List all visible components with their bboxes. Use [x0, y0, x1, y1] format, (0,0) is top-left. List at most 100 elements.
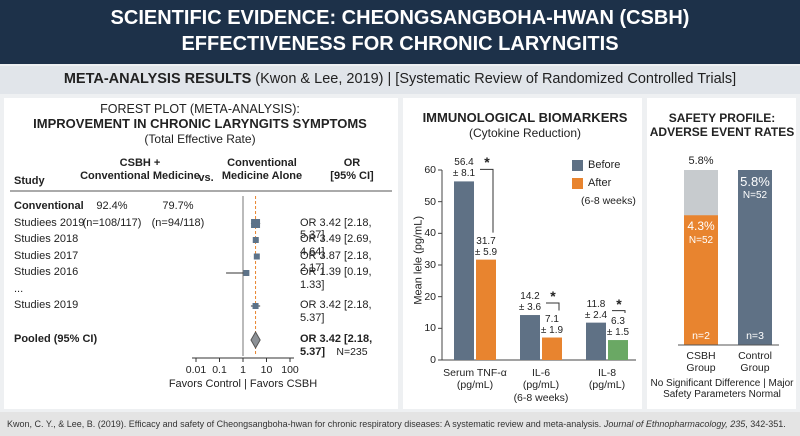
value-label: 11.8 ± 2.4	[584, 298, 608, 321]
study-name: ...	[14, 282, 24, 295]
x-tick-label: 1	[240, 364, 246, 376]
header-band	[0, 0, 800, 64]
column-header: OR [95% CI]	[330, 157, 374, 182]
control-cell: (n=94/118)	[151, 216, 205, 229]
pooled-diamond	[250, 330, 261, 350]
citation-journal: Journal of Ethnopharmacology, 235	[603, 419, 746, 429]
title: EFFECTIVENESS FOR CHRONIC LARYNGITIS	[181, 33, 619, 55]
x-note: (6-8 weeks)	[513, 392, 569, 404]
citation: Kwon, C. Y., & Lee, B. (2019). Efficacy …	[7, 419, 797, 429]
citation-text: Kwon, C. Y., & Lee, B. (2019). Efficacy …	[7, 419, 602, 429]
significance-star: *	[550, 288, 556, 305]
title: SCIENTIFIC EVIDENCE: CHEONGSANGBOHA-HWAN…	[110, 7, 690, 29]
bar	[476, 259, 496, 360]
value-label: 6.3 ± 1.5	[606, 316, 630, 339]
bar	[738, 170, 772, 345]
value-label: 7.1 ± 1.9	[540, 313, 564, 336]
y-tick-label: 10	[424, 322, 436, 335]
y-tick-label: 50	[424, 195, 436, 208]
study-name: Studiees 2019	[14, 216, 85, 229]
x-tick-label: 100	[281, 364, 299, 376]
count-label: n=3	[746, 330, 764, 342]
significance-star: *	[484, 154, 490, 171]
legend-label: After	[588, 177, 612, 189]
chart-title: SAFETY PROFILE: ADVERSE EVENT RATES	[649, 111, 795, 139]
csbh-cell: (n=108/117)	[82, 216, 142, 229]
study-name: Conventional	[14, 200, 84, 212]
x-tick-label: Serum TNF-α (pg/mL)	[443, 367, 507, 391]
forest-title: IMPROVEMENT IN CHRONIC LARYNGITS SYMPTOM…	[33, 116, 367, 131]
y-tick-label: 60	[424, 164, 436, 176]
value-label: 31.7 ± 5.9	[474, 235, 498, 258]
csbh-cell: 92.4%	[96, 200, 128, 212]
subheader-text: (Kwon & Lee, 2019) | [Systematic Review …	[255, 71, 737, 87]
forest-subtitle: (Total Effective Rate)	[144, 132, 256, 146]
y-tick-label: 20	[424, 290, 436, 303]
study-name: Studies 2017	[14, 249, 79, 262]
legend-swatch	[572, 160, 583, 171]
safety-note: No Significant Difference | Major Safety…	[650, 378, 794, 400]
bar	[520, 315, 540, 360]
forest-supertitle: FOREST PLOT (META-ANALYSIS):	[100, 102, 300, 116]
forest-panel	[4, 98, 398, 409]
column-header: vs.	[198, 172, 214, 184]
study-name: Studies 2016	[14, 266, 79, 278]
bar	[586, 322, 606, 360]
or-marker	[251, 219, 261, 228]
x-tick-label: 0.01	[185, 364, 207, 376]
or-marker	[252, 303, 259, 309]
chart-subtitle: (Cytokine Reduction)	[468, 126, 582, 140]
y-tick-label: 0	[430, 354, 436, 366]
y-tick-label: 30	[424, 259, 436, 271]
study-name: Studies 2018	[14, 233, 79, 245]
or-label: OR 1.39 [0.19, 1.33]	[300, 266, 372, 291]
subheader: META-ANALYSIS RESULTS (Kwon & Lee, 2019)…	[0, 71, 800, 87]
bar	[608, 340, 628, 360]
pooled-or-label: OR 3.42 [2.18, 5.37]	[300, 333, 373, 358]
or-label: OR 3.49 [2.69, 4.64]	[300, 233, 372, 258]
significance-bracket	[612, 310, 626, 314]
subheader-label: META-ANALYSIS RESULTS	[63, 71, 252, 87]
legend-label: Before	[588, 159, 621, 171]
value-label: 4.3%	[687, 219, 715, 234]
bar	[454, 181, 474, 360]
citation-pages: , 342-351.	[745, 419, 786, 429]
legend-note: (6-8 weeks)	[581, 195, 636, 207]
x-axis-label: Favors Control | Favors CSBH	[168, 378, 318, 390]
x-tick-label: Control Group	[738, 350, 772, 374]
significance-star: *	[616, 295, 622, 312]
value-label: 14.2 ± 3.6	[518, 291, 542, 314]
significance-bracket	[480, 168, 494, 233]
biomarker-panel	[403, 98, 642, 409]
x-tick-label: IL-6 (pg/mL)	[522, 367, 560, 391]
column-header: CSBH + Conventional Medicine	[80, 157, 200, 182]
bar	[684, 215, 718, 345]
or-label: OR 3.42 [2.18, 5.37]	[300, 299, 372, 324]
column-header: Conventional Medicine Alone	[221, 157, 303, 182]
or-label: OR 3.87 [2.18, 2.17]	[300, 249, 372, 275]
n-label: N=52	[742, 190, 768, 201]
study-name: Studies 2019	[14, 299, 79, 311]
or-marker	[252, 237, 259, 243]
background-label: 5.8%	[688, 155, 714, 167]
control-cell: 79.7%	[162, 200, 194, 212]
value-label: 5.8%	[740, 174, 770, 189]
value-label: 56.4 ± 8.1	[452, 157, 476, 180]
or-marker	[253, 253, 260, 260]
n-label: N=52	[688, 235, 714, 247]
x-tick-label: IL-8 (pg/mL)	[588, 367, 626, 391]
y-axis-label: Mean lele (pg/mL)	[412, 216, 425, 305]
significance-bracket	[546, 302, 560, 311]
y-tick-label: 40	[424, 227, 436, 240]
x-tick-label: 0.1	[212, 364, 227, 376]
count-label: n=2	[692, 330, 710, 342]
x-tick-label: 10	[260, 364, 273, 376]
chart-title: IMMUNOLOGICAL BIOMARKERS	[422, 110, 628, 125]
subheader-band	[0, 66, 800, 94]
pooled-n: N=235	[336, 346, 368, 358]
column-header: Study	[14, 175, 45, 187]
bar	[542, 337, 562, 360]
x-tick-label: CSBH Group	[686, 350, 716, 374]
